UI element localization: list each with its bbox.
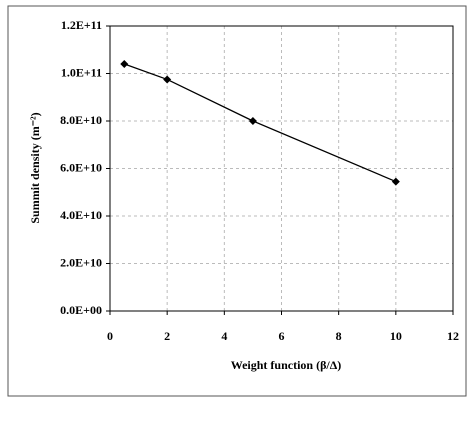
x-tick-label: 8 — [336, 329, 342, 343]
frame — [7, 5, 467, 397]
x-tick-label: 4 — [221, 329, 227, 343]
x-tick-label: 2 — [164, 329, 170, 343]
x-axis-title: Weight function (β/Δ) — [231, 358, 342, 372]
y-axis-title: Summit density (m⁻²) — [28, 112, 42, 223]
y-tick-label: 1.0E+11 — [61, 65, 102, 79]
x-tick-label: 12 — [447, 329, 459, 343]
data-line — [124, 63, 397, 183]
y-tick-label: 2.0E+10 — [60, 255, 102, 269]
plot-area — [109, 25, 454, 312]
data-point — [391, 177, 400, 186]
data-point — [163, 75, 172, 84]
x-tick-label: 10 — [390, 329, 402, 343]
x-tick-label: 0 — [107, 329, 113, 343]
data-point — [248, 117, 257, 125]
y-tick-label: 4.0E+10 — [60, 208, 102, 222]
y-tick-label: 6.0E+10 — [60, 160, 102, 174]
y-tick-label: 1.2E+11 — [61, 18, 102, 32]
x-tick-label: 6 — [279, 329, 285, 343]
data-point — [120, 60, 129, 68]
y-tick-label: 8.0E+10 — [60, 113, 102, 127]
y-tick-label: 0.0E+00 — [60, 303, 102, 317]
